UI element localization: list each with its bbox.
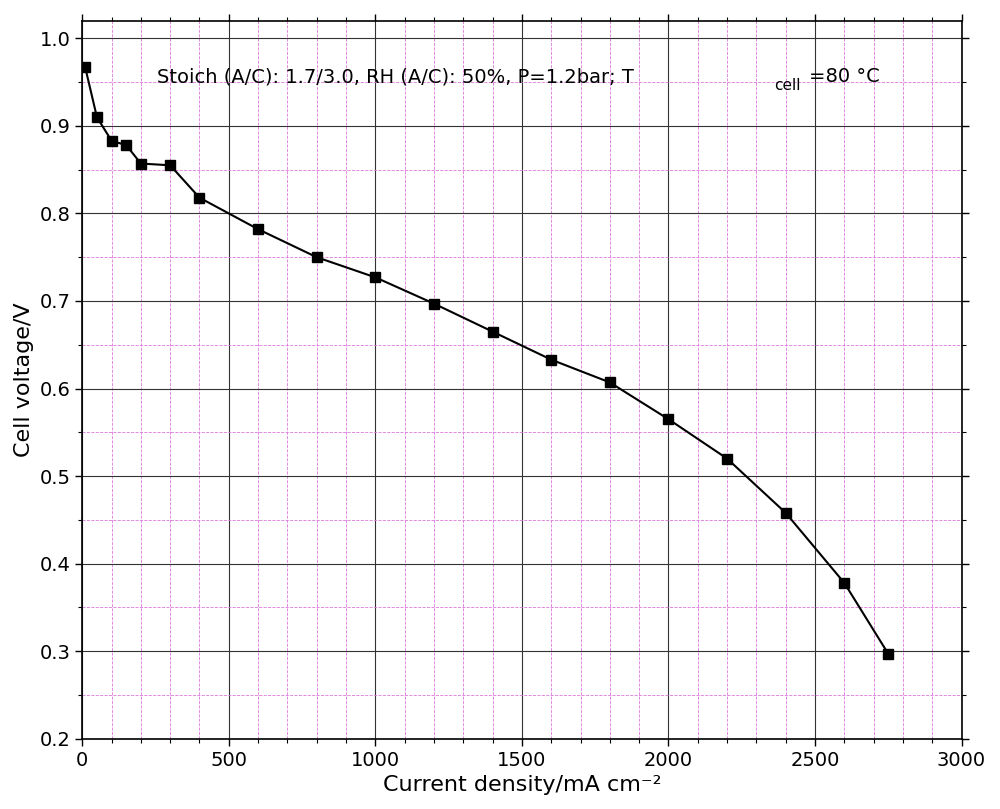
Text: Stoich (A/C): 1.7/3.0, RH (A/C): 50%, P=1.2bar; T: Stoich (A/C): 1.7/3.0, RH (A/C): 50%, P=… bbox=[157, 67, 634, 87]
X-axis label: Current density/mA cm⁻²: Current density/mA cm⁻² bbox=[383, 775, 661, 795]
Text: cell: cell bbox=[774, 78, 801, 93]
Y-axis label: Cell voltage/V: Cell voltage/V bbox=[14, 303, 34, 457]
Text: =80 °C: =80 °C bbox=[809, 67, 879, 87]
